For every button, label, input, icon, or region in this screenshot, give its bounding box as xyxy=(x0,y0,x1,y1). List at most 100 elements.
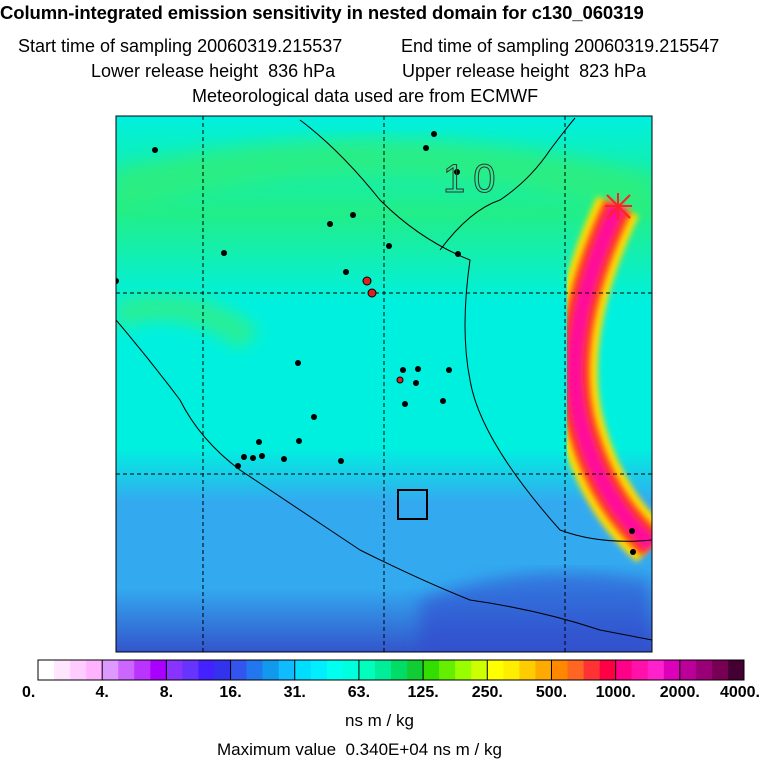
colorbar-tick-label: 500. xyxy=(536,684,567,701)
station-dot xyxy=(235,463,241,469)
colorbar-tick-label: 4000. xyxy=(720,684,760,701)
met-data-line: Meteorological data used are from ECMWF xyxy=(192,86,539,106)
start-time: Start time of sampling 20060319.215537 xyxy=(18,36,342,57)
colorbar-swatch xyxy=(246,660,263,680)
colorbar-swatch xyxy=(150,660,167,680)
colorbar-swatch xyxy=(358,660,376,680)
green-band-north xyxy=(116,138,652,215)
station-dot xyxy=(400,367,406,373)
colorbar-swatch xyxy=(38,660,55,680)
colorbar-tick-label: 63. xyxy=(348,684,370,701)
station-dot xyxy=(630,549,636,555)
colorbar-swatch xyxy=(294,660,312,680)
lower-release-value: 836 hPa xyxy=(268,61,336,81)
station-dot xyxy=(386,243,392,249)
red-station-dot xyxy=(362,276,372,286)
colorbar-tick-label: 8. xyxy=(160,684,173,701)
colorbar-swatch xyxy=(519,660,536,680)
colorbar-swatch xyxy=(407,660,424,680)
colorbar-swatch xyxy=(182,660,199,680)
colorbar-swatch xyxy=(631,660,649,680)
colorbar-swatch xyxy=(727,660,745,680)
coastline-north xyxy=(299,119,652,542)
colorbar-swatch xyxy=(663,660,681,680)
colorbar-tick-label: 16. xyxy=(219,684,241,701)
colorbar-swatch xyxy=(535,660,552,680)
station-dot xyxy=(152,147,158,153)
colorbar-tick-label: 4. xyxy=(96,684,109,701)
station-dot xyxy=(446,367,452,373)
station-dot xyxy=(413,380,419,386)
station-dot xyxy=(259,453,265,459)
colorbar-swatch xyxy=(342,660,360,680)
colorbar-swatch xyxy=(310,660,328,680)
station-dot xyxy=(454,169,460,175)
release-marker xyxy=(605,193,632,220)
colorbar-swatch xyxy=(102,660,119,680)
station-dot xyxy=(311,414,317,420)
colorbar-swatch xyxy=(455,660,472,680)
colorbar-swatch xyxy=(615,660,632,680)
station-dot xyxy=(250,455,256,461)
station-dot xyxy=(116,278,119,284)
colorbar-swatch xyxy=(551,660,568,680)
end-time: End time of sampling 20060319.215547 xyxy=(401,36,719,57)
upper-release-value: 823 hPa xyxy=(579,61,647,81)
colorbar-swatch xyxy=(214,660,231,680)
chart-title: Column-integrated emission sensitivity i… xyxy=(0,2,644,23)
red-dots xyxy=(362,276,404,384)
colorbar-swatch xyxy=(326,660,344,680)
colorbar-swatch xyxy=(54,660,71,680)
red-station-dot xyxy=(396,376,404,384)
colorbar-swatch xyxy=(679,660,697,680)
station-dot xyxy=(402,401,408,407)
receptor-box xyxy=(397,489,428,520)
colorbar-swatch xyxy=(599,660,616,680)
colorbar-swatch xyxy=(70,660,87,680)
coastline xyxy=(116,319,652,641)
colorbar-swatch xyxy=(262,660,279,680)
station-dots xyxy=(116,131,636,555)
colorbar-swatch xyxy=(391,660,408,680)
station-dot xyxy=(431,131,437,137)
colorbar-tick-label: 125. xyxy=(408,684,439,701)
colorbar-swatch xyxy=(471,660,488,680)
colorbar-tick-label: 2000. xyxy=(660,684,700,701)
red-station-dot xyxy=(367,288,377,298)
colorbar-boxes xyxy=(37,659,745,681)
colorbar-swatch xyxy=(503,660,520,680)
station-dot xyxy=(440,398,446,404)
station-dot xyxy=(281,456,287,462)
colorbar-tick-label: 31. xyxy=(284,684,306,701)
colorbar-swatch xyxy=(439,660,456,680)
colorbar-swatch xyxy=(278,660,296,680)
colorbar-swatch xyxy=(86,660,103,680)
colorbar-swatch xyxy=(134,660,151,680)
station-dot xyxy=(241,454,247,460)
station-dot xyxy=(350,212,356,218)
colorbar-frame xyxy=(37,659,745,681)
station-dot xyxy=(327,221,333,227)
colorbar-swatch xyxy=(166,660,183,680)
coastline-northeast xyxy=(439,117,576,251)
green-band-west xyxy=(116,294,260,350)
colorbar-swatch xyxy=(230,660,247,680)
station-dot xyxy=(423,145,429,151)
station-dot xyxy=(221,250,227,256)
plume-core xyxy=(566,202,652,552)
colorbar-swatch xyxy=(423,660,440,680)
colorbar-swatch xyxy=(374,660,392,680)
lower-release: Lower release height 836 hPa xyxy=(91,61,335,82)
station-dot xyxy=(455,251,461,257)
maximum-value: Maximum value 0.340E+04 ns m / kg xyxy=(217,740,502,760)
end-time-label: End time of sampling xyxy=(401,36,570,56)
upper-release-label: Upper release height xyxy=(402,61,570,81)
upper-release: Upper release height 823 hPa xyxy=(402,61,646,82)
colorbar-units: ns m / kg xyxy=(345,711,414,730)
lower-release-label: Lower release height xyxy=(91,61,259,81)
colorbar-swatch xyxy=(118,660,135,680)
colorbar-swatch xyxy=(198,660,215,680)
station-dot xyxy=(295,360,301,366)
